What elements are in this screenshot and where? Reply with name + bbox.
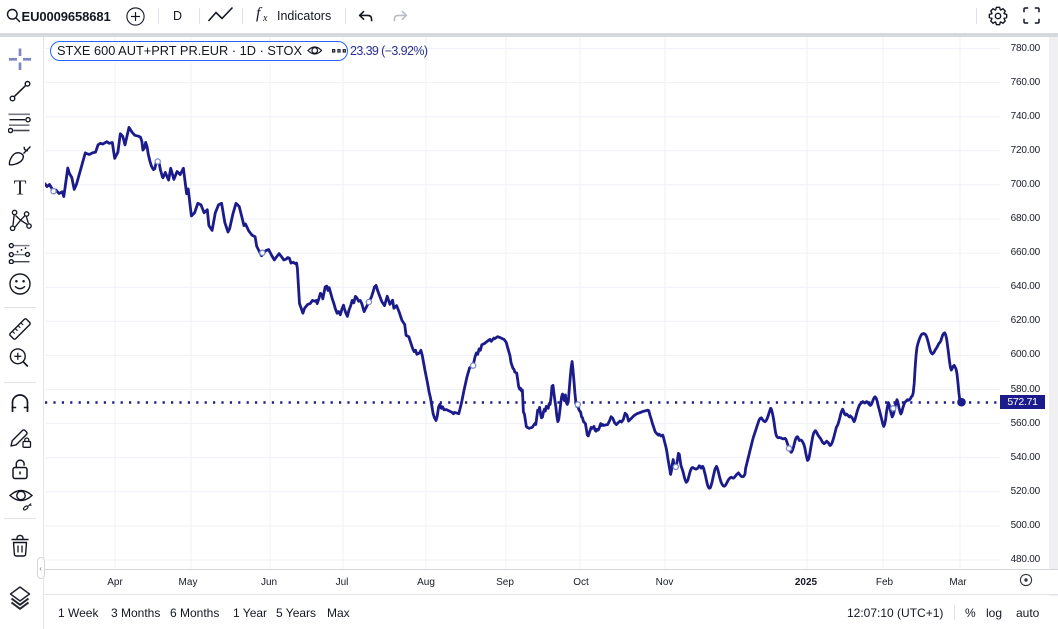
svg-text:T: T: [14, 176, 27, 200]
